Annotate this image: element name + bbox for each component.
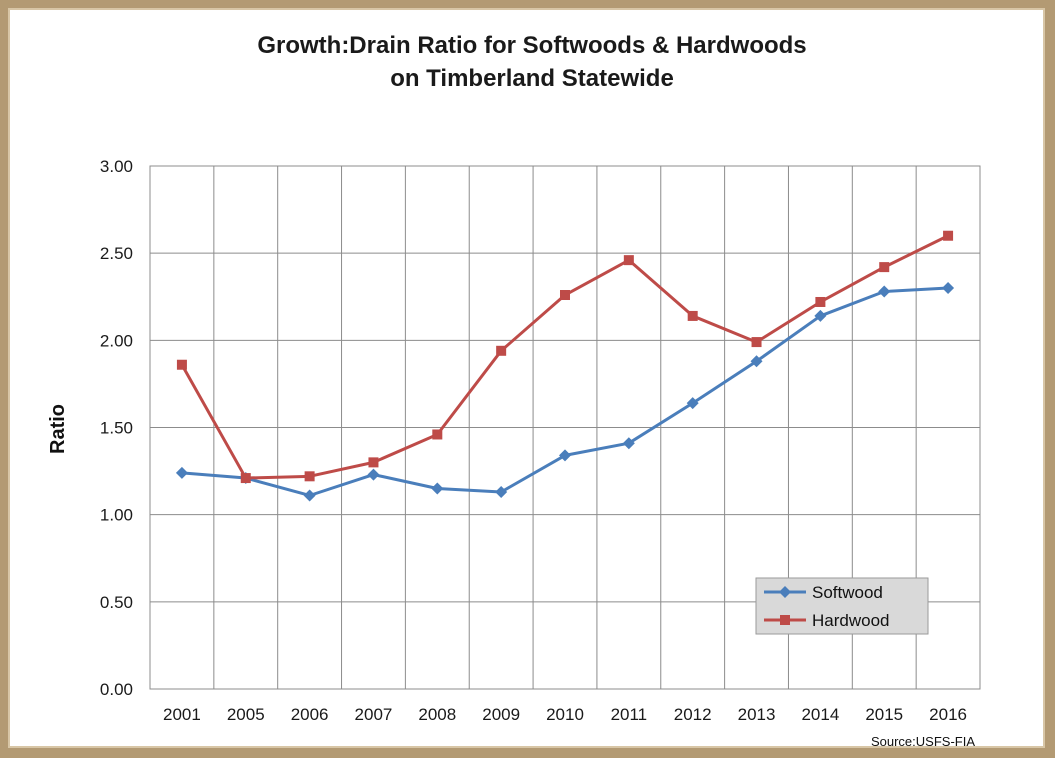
y-tick-label: 2.00 bbox=[100, 331, 133, 350]
x-tick-label: 2015 bbox=[865, 705, 903, 724]
softwood-point bbox=[367, 468, 380, 481]
softwood-point bbox=[750, 355, 763, 368]
legend-hardwood-label: Hardwood bbox=[812, 611, 890, 630]
y-tick-label: 1.50 bbox=[100, 419, 133, 438]
legend-hardwood-marker bbox=[780, 615, 790, 625]
hardwood-point bbox=[687, 310, 698, 321]
x-tick-label: 2014 bbox=[801, 705, 839, 724]
y-tick-label: 1.00 bbox=[100, 506, 133, 525]
hardwood-point bbox=[623, 255, 634, 266]
softwood-point bbox=[431, 482, 444, 495]
chart-title-line-2: on Timberland Statewide bbox=[390, 65, 674, 92]
x-tick-label: 2010 bbox=[546, 705, 584, 724]
y-tick-label: 3.00 bbox=[100, 157, 133, 176]
source-note: Source:USFS-FIA bbox=[871, 734, 975, 749]
chart-title-line-1: Growth:Drain Ratio for Softwoods & Hardw… bbox=[257, 32, 806, 59]
softwood-point bbox=[942, 282, 955, 295]
x-tick-label: 2011 bbox=[611, 705, 648, 724]
x-tick-label: 2013 bbox=[738, 705, 776, 724]
x-tick-label: 2005 bbox=[227, 705, 265, 724]
hardwood-point bbox=[176, 359, 187, 370]
series-group bbox=[175, 230, 955, 502]
hardwood-point bbox=[879, 262, 890, 273]
hardwood-point bbox=[368, 457, 379, 468]
y-tick-label: 2.50 bbox=[100, 244, 133, 263]
hardwood-point bbox=[304, 471, 315, 482]
softwood-point bbox=[622, 437, 635, 450]
hardwood-point bbox=[496, 345, 507, 356]
y-tick-labels: 0.00 0.50 1.00 1.50 2.00 2.50 3.00 bbox=[100, 157, 133, 699]
hardwood-point bbox=[560, 290, 570, 301]
softwood-point bbox=[559, 449, 571, 462]
softwood-point bbox=[878, 285, 891, 298]
softwood-point bbox=[686, 397, 699, 410]
hardwood-point bbox=[432, 429, 443, 440]
y-tick-label: 0.00 bbox=[100, 680, 133, 699]
x-tick-label: 2012 bbox=[674, 705, 712, 724]
softwood-point bbox=[175, 466, 188, 479]
y-tick-label: 0.50 bbox=[100, 593, 133, 612]
x-tick-label: 2016 bbox=[929, 705, 967, 724]
y-axis-label: Ratio bbox=[47, 404, 69, 454]
legend-softwood-label: Softwood bbox=[812, 583, 883, 602]
legend: Softwood Hardwood bbox=[755, 577, 929, 635]
softwood-point bbox=[495, 486, 508, 499]
softwood-point bbox=[814, 309, 827, 322]
hardwood-point bbox=[943, 230, 954, 241]
x-tick-label: 2007 bbox=[355, 705, 393, 724]
hardwood-point bbox=[751, 337, 762, 348]
x-tick-label: 2006 bbox=[291, 705, 329, 724]
x-tick-label: 2009 bbox=[482, 705, 520, 724]
gridlines bbox=[149, 165, 981, 690]
x-tick-label: 2001 bbox=[163, 705, 201, 724]
hardwood-point bbox=[815, 296, 826, 307]
x-tick-labels: 2001 2005 2006 2007 2008 2009 2010 2011 2012 2013… bbox=[163, 705, 967, 724]
legend-softwood-marker bbox=[779, 586, 791, 598]
hardwood-point bbox=[240, 473, 251, 484]
softwood-point bbox=[303, 489, 316, 502]
x-tick-label: 2008 bbox=[418, 705, 456, 724]
